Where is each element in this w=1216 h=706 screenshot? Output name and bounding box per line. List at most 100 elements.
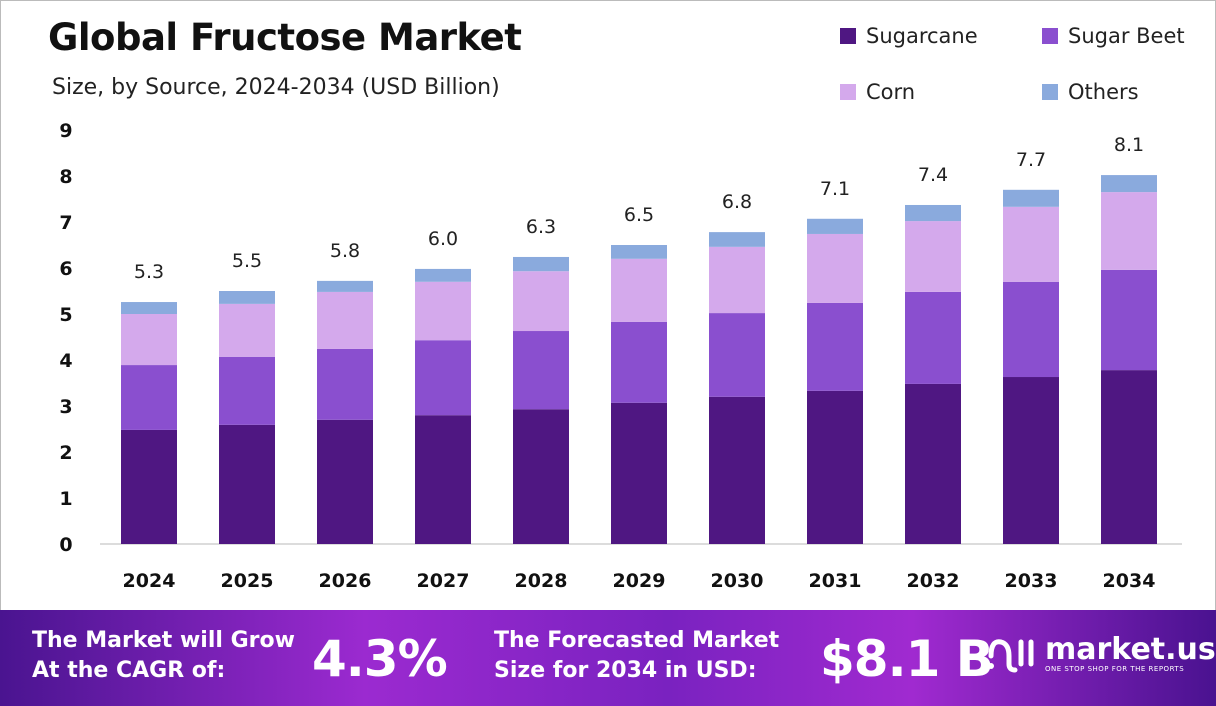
legend-swatch [840, 28, 856, 44]
forecast-label-line2: Size for 2034 in USD: [494, 658, 757, 683]
legend-swatch [840, 84, 856, 100]
bar-segment-sugar-beet [709, 313, 765, 397]
bar-segment-others [807, 218, 863, 234]
bar-segment-others [121, 302, 177, 314]
bar-segment-others [219, 291, 275, 304]
bar-segment-others [513, 256, 569, 272]
bar-segment-others [709, 232, 765, 247]
bar-segment-others [317, 280, 373, 292]
total-data-label: 5.5 [232, 250, 262, 272]
total-data-label: 6.5 [624, 204, 654, 226]
bar-segment-corn [219, 303, 275, 357]
cagr-label: The Market will Grow At the CAGR of: [32, 626, 295, 686]
bar-segment-sugar-beet [1003, 281, 1059, 378]
bar-segment-sugar-beet [1101, 269, 1157, 371]
bar-segment-sugar-beet [121, 365, 177, 430]
bar-segment-sugarcane [219, 424, 275, 544]
bar-segment-others [1101, 175, 1157, 193]
bar-segment-sugar-beet [219, 356, 275, 425]
total-data-label: 7.1 [820, 178, 850, 200]
y-tick-label: 3 [59, 396, 72, 418]
logo-name: market.us [1045, 632, 1216, 667]
total-data-label: 7.4 [918, 164, 948, 186]
forecast-label-line1: The Forecasted Market [494, 628, 780, 653]
x-tick-label: 2032 [907, 570, 960, 592]
x-tick-label: 2026 [319, 570, 372, 592]
y-tick-label: 8 [59, 166, 72, 188]
bar-segment-sugarcane [1003, 377, 1059, 544]
legend-item-others: Others [1042, 80, 1139, 104]
legend-label: Corn [866, 80, 916, 104]
legend-label: Sugarcane [866, 24, 978, 48]
x-tick-label: 2028 [515, 570, 568, 592]
bar-segment-corn [513, 271, 569, 332]
bar-segment-corn [121, 314, 177, 366]
cagr-label-line2: At the CAGR of: [32, 658, 226, 683]
x-tick-label: 2031 [809, 570, 862, 592]
x-tick-label: 2029 [613, 570, 666, 592]
bar-segment-sugarcane [807, 390, 863, 544]
bar-segment-corn [905, 221, 961, 292]
bar-segment-others [415, 268, 471, 282]
total-data-label: 6.8 [722, 191, 752, 213]
bar-segment-corn [1003, 206, 1059, 282]
bar-segment-sugar-beet [317, 348, 373, 420]
legend-label: Sugar Beet [1068, 24, 1185, 48]
legend-swatch [1042, 84, 1058, 100]
x-tick-label: 2034 [1103, 570, 1156, 592]
bar-segment-sugarcane [121, 429, 177, 544]
legend-item-corn: Corn [840, 80, 915, 104]
bar-segment-sugarcane [1101, 370, 1157, 544]
y-tick-label: 0 [59, 534, 72, 556]
summary-banner: The Market will Grow At the CAGR of: 4.3… [0, 610, 1216, 706]
y-tick-label: 9 [59, 120, 72, 142]
market-us-logo: market.us ONE STOP SHOP FOR THE REPORTS [985, 634, 1216, 674]
legend-item-sugarcane: Sugarcane [840, 24, 978, 48]
total-data-label: 6.0 [428, 228, 458, 250]
y-tick-label: 1 [59, 488, 72, 510]
y-tick-label: 2 [59, 442, 72, 464]
bar-segment-corn [709, 246, 765, 314]
bar-segment-sugarcane [611, 402, 667, 544]
legend-label: Others [1068, 80, 1139, 104]
bar-segment-corn [611, 258, 667, 322]
bar-segment-others [1003, 189, 1059, 207]
x-tick-label: 2030 [711, 570, 764, 592]
bar-segment-sugar-beet [807, 302, 863, 391]
bar-segment-corn [317, 291, 373, 349]
forecast-value: $8.1 B [820, 630, 994, 688]
bar-segment-corn [807, 233, 863, 303]
logo-icon [988, 639, 1034, 673]
legend-item-sugar-beet: Sugar Beet [1042, 24, 1185, 48]
bar-segment-others [611, 245, 667, 259]
y-tick-label: 7 [59, 212, 72, 234]
bar-segment-others [905, 204, 961, 222]
y-tick-label: 6 [59, 258, 72, 280]
bar-segment-sugar-beet [611, 321, 667, 403]
bar-segment-sugarcane [513, 409, 569, 544]
total-data-label: 5.8 [330, 240, 360, 262]
bar-segment-sugar-beet [415, 340, 471, 416]
logo-tagline: ONE STOP SHOP FOR THE REPORTS [1045, 665, 1185, 673]
stacked-bar-chart: 0 1 2 3 4 5 6 7 8 9 5.3 2024 5.5 2025 5.8 2026 6.0 2027 6.… [59, 120, 1182, 592]
bar-segment-sugarcane [709, 396, 765, 544]
x-tick-label: 2027 [417, 570, 470, 592]
cagr-label-line1: The Market will Grow [32, 628, 295, 653]
forecast-label: The Forecasted Market Size for 2034 in U… [494, 626, 779, 686]
bar-segment-sugarcane [317, 419, 373, 544]
total-data-label: 8.1 [1114, 134, 1144, 156]
legend-swatch [1042, 28, 1058, 44]
bar-segment-corn [1101, 192, 1157, 270]
bar-segment-sugarcane [905, 383, 961, 544]
total-data-label: 5.3 [134, 261, 164, 283]
x-tick-label: 2024 [123, 570, 176, 592]
bar-segment-sugarcane [415, 415, 471, 544]
bar-segment-sugar-beet [905, 291, 961, 384]
cagr-value: 4.3% [312, 630, 448, 688]
total-data-label: 7.7 [1016, 149, 1046, 171]
y-tick-label: 5 [59, 304, 72, 326]
chart-subtitle: Size, by Source, 2024-2034 (USD Billion) [52, 75, 500, 100]
bar-segment-corn [415, 281, 471, 341]
total-data-label: 6.3 [526, 216, 556, 238]
x-tick-label: 2033 [1005, 570, 1058, 592]
